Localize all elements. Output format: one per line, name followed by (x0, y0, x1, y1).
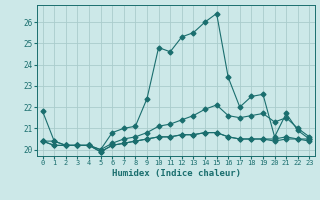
X-axis label: Humidex (Indice chaleur): Humidex (Indice chaleur) (111, 169, 241, 178)
